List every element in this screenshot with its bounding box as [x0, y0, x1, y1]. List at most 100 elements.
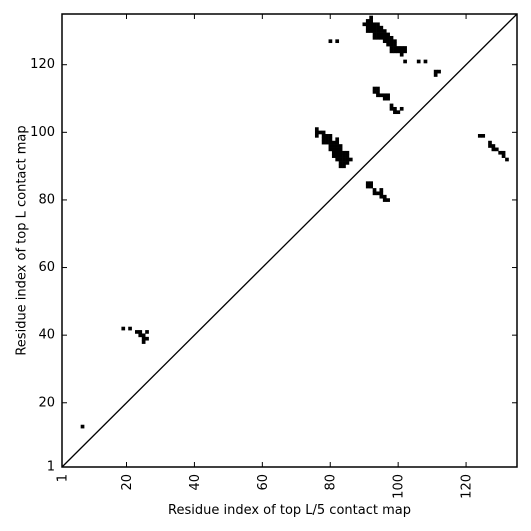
contact-point: [342, 157, 346, 162]
contact-point: [437, 69, 441, 74]
contact-point: [382, 194, 387, 199]
contact-point: [331, 150, 336, 155]
contact-point: [345, 154, 350, 158]
contact-point: [386, 96, 390, 101]
contact-point: [386, 93, 390, 98]
contact-point: [382, 32, 387, 37]
contact-point: [331, 147, 336, 152]
contact-point: [328, 137, 333, 142]
contact-point: [342, 164, 346, 169]
contact-point: [328, 39, 333, 44]
contact-point: [403, 49, 407, 54]
contact-point: [389, 106, 394, 111]
contact-point: [141, 340, 146, 344]
contact-point: [382, 96, 387, 101]
contact-point: [379, 93, 384, 98]
contact-point: [491, 147, 496, 152]
contact-point: [433, 73, 438, 77]
contact-point: [365, 181, 370, 186]
y-axis-label: Residue index of top L contact map: [15, 125, 30, 355]
contact-point: [335, 140, 340, 145]
contact-point: [386, 35, 390, 40]
contact-point: [477, 134, 482, 138]
contact-point: [372, 35, 377, 40]
x-tick-label: 80: [324, 474, 339, 491]
y-tick-label: 40: [38, 328, 55, 343]
contact-point: [396, 110, 401, 115]
contact-point: [321, 140, 326, 145]
contact-point: [376, 32, 380, 37]
contact-point: [338, 164, 343, 169]
contact-point: [331, 154, 336, 158]
contact-point: [345, 150, 350, 155]
contact-point: [389, 35, 394, 40]
x-tick-label: 100: [392, 474, 407, 499]
contact-point: [382, 198, 387, 202]
contact-point: [379, 32, 384, 37]
y-tick-label: 80: [38, 192, 55, 207]
contact-point: [372, 29, 377, 33]
contact-point: [365, 25, 370, 30]
diagonal-line-layer: [61, 13, 518, 468]
contact-points-layer: [80, 15, 509, 429]
contact-point: [321, 134, 326, 138]
x-tick-label: 20: [120, 474, 135, 491]
contact-point: [379, 191, 384, 196]
contact-point: [338, 157, 343, 162]
contact-point: [369, 184, 373, 189]
contact-point: [342, 161, 346, 165]
contact-point: [501, 150, 506, 155]
contact-point: [372, 86, 377, 91]
contact-point: [376, 191, 380, 196]
contact-point: [338, 150, 343, 155]
contact-point: [399, 52, 404, 57]
contact-point: [379, 35, 384, 40]
plot-frame: [61, 13, 518, 468]
contact-point: [372, 25, 377, 30]
contact-point: [376, 35, 380, 40]
contact-point: [335, 154, 340, 158]
contact-point: [376, 25, 380, 30]
contact-point: [372, 191, 377, 196]
contact-point: [369, 25, 373, 30]
contact-point: [335, 137, 340, 142]
contact-point: [325, 134, 329, 138]
contact-point: [128, 326, 132, 331]
contact-point: [365, 184, 370, 189]
y-tick-label: 120: [30, 57, 55, 72]
contact-point: [389, 103, 394, 108]
contact-point: [335, 157, 340, 162]
contact-point: [399, 106, 404, 111]
contact-point: [433, 69, 438, 74]
contact-point: [494, 147, 499, 152]
contact-point: [138, 333, 143, 338]
x-axis-label: Residue index of top L/5 contact map: [168, 503, 411, 518]
contact-point: [488, 144, 492, 148]
contact-point: [138, 330, 143, 334]
diagonal-line: [61, 13, 518, 468]
contact-point: [386, 42, 390, 47]
contact-point: [393, 110, 397, 115]
contact-point: [80, 424, 85, 429]
contact-point: [399, 46, 404, 50]
contact-point: [399, 49, 404, 54]
contact-point: [314, 127, 319, 131]
contact-point: [365, 22, 370, 27]
contact-point: [335, 150, 340, 155]
contact-point: [501, 154, 506, 158]
contact-point: [379, 29, 384, 33]
contact-point: [141, 333, 146, 338]
contact-point: [386, 198, 390, 202]
x-tick-label: 60: [256, 474, 271, 491]
contact-point: [393, 46, 397, 50]
contact-point: [369, 15, 373, 20]
contact-point: [393, 39, 397, 44]
contact-point: [376, 29, 380, 33]
contact-point: [331, 144, 336, 148]
contact-point: [342, 150, 346, 155]
contact-point: [389, 39, 394, 44]
y-tick-label: 100: [30, 125, 55, 140]
contact-point: [505, 157, 509, 162]
